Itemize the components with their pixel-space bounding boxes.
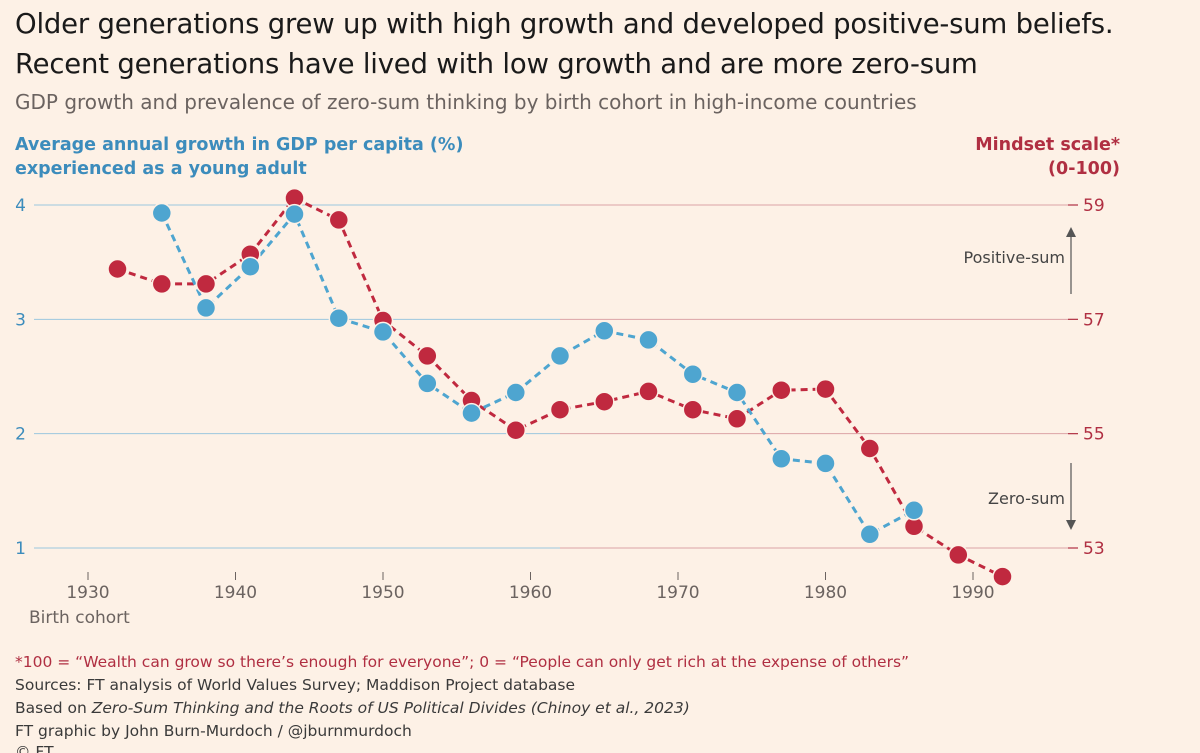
gdp-growth-point xyxy=(240,256,261,277)
x-axis-label: Birth cohort xyxy=(29,608,130,628)
right-axis-label: Mindset scale* (0-100) xyxy=(975,133,1120,181)
mindset-scale-point xyxy=(992,566,1013,587)
y-right-tick-label: 55 xyxy=(1083,425,1105,445)
gdp-growth-point xyxy=(815,453,836,474)
y-right-tick-label: 57 xyxy=(1083,310,1105,330)
gdp-growth-point xyxy=(151,202,173,224)
y-left-tick-label: 2 xyxy=(15,425,26,445)
mindset-scale-point xyxy=(638,381,659,402)
x-tick-label: 1950 xyxy=(361,583,404,603)
gdp-growth-line xyxy=(160,212,915,536)
mindset-scale-point xyxy=(859,438,881,459)
gdp-growth-point xyxy=(726,382,748,403)
x-tick-label: 1930 xyxy=(66,583,109,603)
x-tick-label: 1940 xyxy=(214,583,257,603)
series-layer xyxy=(107,187,1013,587)
based-on: Based on Zero-Sum Thinking and the Roots… xyxy=(15,697,909,720)
gdp-growth-point xyxy=(903,500,925,521)
left-axis-label: Average annual growth in GDP per capita … xyxy=(15,133,463,181)
gdp-growth-point xyxy=(549,345,571,367)
gdp-growth-point xyxy=(417,373,438,394)
x-tick-label: 1980 xyxy=(804,583,847,603)
y-left-tick-label: 1 xyxy=(15,539,26,559)
y-right-tick-label: 53 xyxy=(1083,539,1105,559)
y-right-tick-label: 59 xyxy=(1083,196,1105,216)
mindset-scale-point xyxy=(107,258,128,280)
gdp-growth-point xyxy=(195,297,217,319)
paper-title: Zero-Sum Thinking and the Roots of US Po… xyxy=(91,699,690,717)
gdp-growth-point xyxy=(859,524,881,545)
x-tick-label: 1960 xyxy=(509,583,552,603)
right-axis-label-line-1: Mindset scale* xyxy=(975,135,1120,155)
gridlines xyxy=(34,204,1068,549)
mindset-scale-point xyxy=(195,273,217,295)
x-tick-label: 1990 xyxy=(951,583,994,603)
annotations: Positive-sum Zero-sum xyxy=(963,227,1076,530)
mindset-scale-line xyxy=(117,196,1004,578)
gdp-growth-point xyxy=(505,382,527,403)
down-arrow-icon xyxy=(1066,520,1076,530)
gdp-growth-point xyxy=(594,320,615,342)
gdp-growth-point xyxy=(638,329,659,351)
mindset-scale-point xyxy=(505,419,527,441)
x-tick-label: 1970 xyxy=(656,583,699,603)
left-axis-label-line-1: Average annual growth in GDP per capita … xyxy=(15,135,464,155)
chart-subtitle: GDP growth and prevalence of zero-sum th… xyxy=(15,90,917,114)
ft-copyright: © FT xyxy=(15,743,54,753)
footnote: *100 = “Wealth can grow so there’s enoug… xyxy=(15,653,910,671)
mindset-scale-point xyxy=(682,399,704,420)
gdp-growth-point xyxy=(372,321,394,343)
mindset-scale-point xyxy=(151,273,173,295)
sources: Sources: FT analysis of World Values Sur… xyxy=(15,676,576,694)
footer: *100 = “Wealth can grow so there’s enoug… xyxy=(15,651,909,753)
mindset-scale-point xyxy=(328,209,350,231)
y-left-tick-label: 3 xyxy=(15,310,26,330)
zero-sum-annotation: Zero-sum xyxy=(988,489,1065,508)
right-axis-label-line-2: (0-100) xyxy=(1048,159,1120,179)
gdp-growth-point xyxy=(461,402,482,424)
mindset-scale-point xyxy=(948,544,969,566)
based-on-prefix: Based on xyxy=(15,699,92,717)
y-left-tick-label: 4 xyxy=(15,196,26,216)
chart-title: Older generations grew up with high grow… xyxy=(15,8,1114,80)
mindset-scale-point xyxy=(726,408,748,430)
left-axis-label-line-2: experienced as a young adult xyxy=(15,159,307,179)
axis-ticks: 1 53 2 55 3 57 4 59 1930 1940 1950 1960 1970 1980 1990 xyxy=(15,196,1104,603)
mindset-scale-point xyxy=(815,378,836,400)
positive-sum-annotation: Positive-sum xyxy=(963,248,1065,267)
mindset-scale-point xyxy=(417,345,438,367)
mindset-scale-point xyxy=(549,399,571,420)
gdp-growth-point xyxy=(682,363,704,385)
mindset-scale-point xyxy=(594,391,615,412)
gdp-growth-point xyxy=(328,307,350,329)
gdp-growth-point xyxy=(284,203,305,225)
mindset-scale-point xyxy=(771,379,792,401)
gdp-growth-point xyxy=(771,448,792,470)
credit: FT graphic by John Burn-Murdoch / @jburn… xyxy=(15,722,412,740)
up-arrow-icon xyxy=(1066,227,1076,237)
